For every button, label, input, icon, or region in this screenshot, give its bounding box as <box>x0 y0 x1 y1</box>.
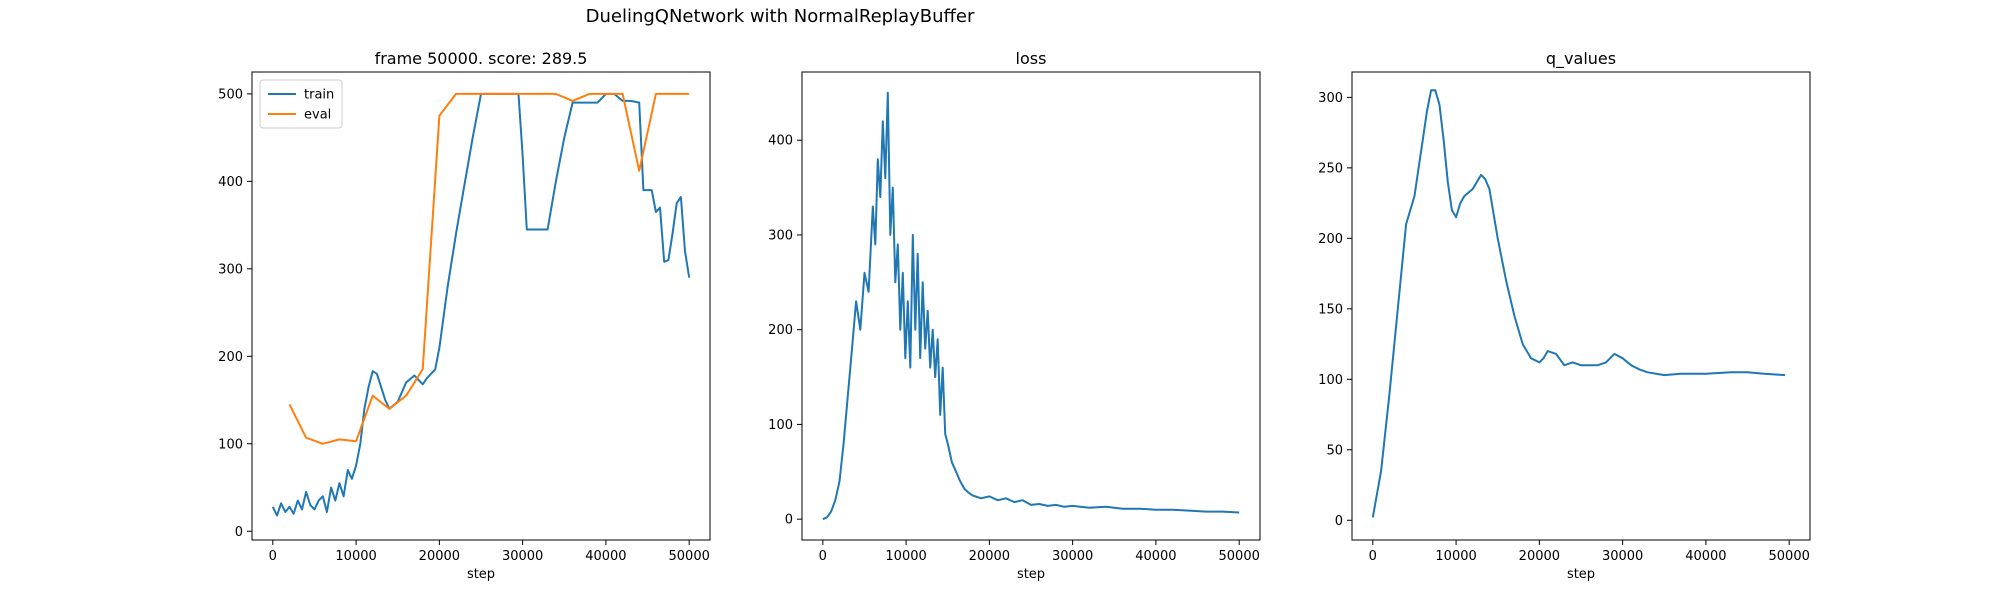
subplot-score: frame 50000. score: 289.50 10000 20000 3000… <box>218 49 711 582</box>
y-tick-label: 250 <box>1318 161 1343 176</box>
x-tick-label: 30000 <box>1602 549 1643 564</box>
x-tick-label: 10000 <box>885 549 926 564</box>
legend: train eval <box>259 79 343 129</box>
x-tick-label: 50000 <box>669 549 710 564</box>
subplot-title: loss <box>1016 49 1047 68</box>
legend-box <box>259 79 343 129</box>
y-tick-label: 100 <box>1318 373 1343 388</box>
x-tick-label: 50000 <box>1769 549 1810 564</box>
y-tick-label: 50 <box>1326 443 1343 458</box>
x-tick-label: 0 <box>1369 549 1377 564</box>
subplot-loss: loss 0 10000 20000 30000 40000 50000 0 100 200 300… <box>768 49 1261 582</box>
x-tick-label: 40000 <box>1135 549 1176 564</box>
x-tick-label: 30000 <box>1052 549 1093 564</box>
series-line-q_values <box>1371 89 1786 518</box>
y-tick-label: 150 <box>1318 302 1343 317</box>
x-tick-label: 40000 <box>1685 549 1726 564</box>
series-line-eval <box>288 92 690 445</box>
axes-frame <box>801 71 1261 541</box>
x-tick-label: 10000 <box>335 549 376 564</box>
x-axis-label: step <box>467 567 495 582</box>
legend-label-train: train <box>304 88 334 103</box>
y-tick-label: 300 <box>1318 91 1343 106</box>
x-axis-label: step <box>1567 567 1595 582</box>
y-tick-label: 100 <box>218 437 243 452</box>
x-tick-label: 0 <box>819 549 827 564</box>
subplot-title: frame 50000. score: 289.5 <box>375 49 588 68</box>
y-tick-label: 100 <box>768 418 793 433</box>
y-tick-label: 200 <box>1318 232 1343 247</box>
x-tick-label: 30000 <box>502 549 543 564</box>
y-tick-label: 200 <box>768 323 793 338</box>
y-tick-label: 0 <box>785 513 793 528</box>
y-tick-label: 400 <box>218 175 243 190</box>
y-tick-label: 300 <box>218 262 243 277</box>
subplot-q_values: q_values 0 10000 20000 30000 40000 50000 0 50 100… <box>1318 49 1811 582</box>
series-line-train <box>271 92 691 517</box>
x-tick-label: 10000 <box>1435 549 1476 564</box>
subplot-title: q_values <box>1546 49 1616 69</box>
y-tick-label: 300 <box>768 228 793 243</box>
y-tick-label: 500 <box>218 87 243 102</box>
axes-frame <box>251 71 711 541</box>
y-tick-label: 0 <box>1335 514 1343 529</box>
x-tick-label: 50000 <box>1219 549 1260 564</box>
x-tick-label: 0 <box>269 549 277 564</box>
x-tick-label: 20000 <box>969 549 1010 564</box>
x-tick-label: 40000 <box>585 549 626 564</box>
x-tick-label: 20000 <box>419 549 460 564</box>
x-axis-label: step <box>1017 567 1045 582</box>
y-tick-label: 0 <box>235 525 243 540</box>
legend-label-eval: eval <box>304 108 331 123</box>
x-tick-label: 20000 <box>1519 549 1560 564</box>
axes-frame <box>1351 71 1811 541</box>
figure-suptitle: DuelingQNetwork with NormalReplayBuffer <box>585 6 975 27</box>
y-tick-label: 200 <box>218 350 243 365</box>
series-line-loss <box>822 91 1240 521</box>
y-tick-label: 400 <box>768 134 793 149</box>
